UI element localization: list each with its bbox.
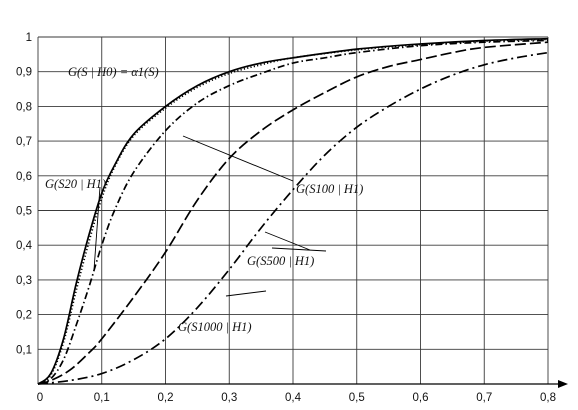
x-tick-label: 0,7: [476, 392, 492, 404]
x-tick-label: 0,5: [349, 392, 365, 404]
x-tick-label: 0,1: [94, 392, 110, 404]
leader-s500-b: [264, 231, 311, 251]
annotation-s100: G(S100 | H1): [296, 182, 363, 196]
leader-s100: [182, 135, 294, 182]
x-tick-label: 0,2: [158, 392, 174, 404]
axes: [38, 380, 568, 388]
series-line-3: [37, 41, 549, 385]
y-tick-label: 1: [26, 32, 32, 44]
leader-lines: [93, 135, 327, 297]
tick-labels: 0 0,1 0,2 0,3 0,4 0,5 0,6 0,7 0,8 0,1 0,2 0,3 0,4 0,5…: [16, 32, 556, 404]
y-tick-label: 0,4: [16, 240, 33, 252]
annotation-s20: G(S20 | H1): [45, 177, 106, 191]
series-line-4: [37, 51, 549, 385]
x-axis-arrow: [558, 380, 568, 388]
leader-s500: [271, 247, 327, 252]
y-tick-label: 0,6: [16, 171, 32, 183]
series-group: [37, 37, 549, 385]
x-tick-label: 0,8: [540, 392, 556, 404]
leader-s20: [93, 186, 101, 271]
annotation-s1000: G(S1000 | H1): [178, 320, 252, 334]
annotation-s500: G(S500 | H1): [247, 254, 314, 268]
y-tick-label: 0,2: [16, 310, 32, 322]
x-tick-label: 0,3: [221, 392, 237, 404]
annotation-h0: G(S | H0) = α1(S): [68, 65, 159, 79]
x-tick-label: 0: [37, 392, 43, 404]
series-line-0: [37, 37, 549, 385]
y-tick-label: 0,3: [16, 275, 32, 287]
y-tick-label: 0,8: [16, 101, 32, 113]
y-tick-label: 0,1: [16, 344, 32, 356]
y-tick-label: 0,7: [16, 136, 32, 148]
series-line-2: [37, 39, 549, 385]
grid-lines: [37, 36, 549, 384]
series-line-1: [37, 38, 549, 385]
x-tick-label: 0,4: [285, 392, 302, 404]
y-tick-label: 0,9: [16, 67, 32, 79]
y-tick-label: 0,5: [16, 206, 32, 218]
leader-s1000: [225, 290, 267, 297]
x-tick-label: 0,6: [413, 392, 429, 404]
